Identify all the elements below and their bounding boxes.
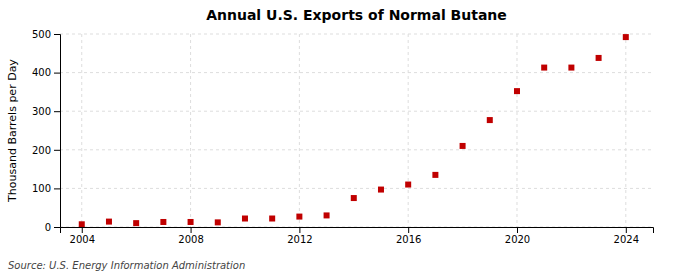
tick: 2024 [614, 227, 639, 245]
grid-line-y [60, 188, 653, 189]
tick-label: 300 [32, 106, 51, 117]
source-note: Source: U.S. Energy Information Administ… [8, 260, 245, 271]
y-axis: 0 100 200 300 400 500 [32, 29, 61, 233]
grid-line-x [516, 34, 517, 227]
point [351, 195, 357, 201]
x-axis: 2004 2008 2012 2016 2020 2024 [61, 227, 654, 245]
point [460, 143, 466, 149]
tick-mark [54, 188, 60, 189]
grid-line-x [625, 34, 626, 227]
tick-label: 400 [32, 67, 51, 78]
tick-label: 2004 [70, 234, 95, 245]
chart: 2004 2008 2012 2016 2020 2024 0 100 200 300 400 500… [0, 0, 675, 275]
tick-label: 500 [32, 29, 51, 40]
point [324, 212, 330, 218]
tick: 100 [32, 183, 60, 194]
grid-line-y [60, 72, 653, 73]
point [242, 216, 248, 222]
tick-mark [54, 227, 60, 228]
tick: 300 [32, 106, 60, 117]
tick: 200 [32, 145, 60, 156]
tick-label: 100 [32, 183, 51, 194]
grid-line-x [299, 34, 300, 227]
title: Annual U.S. Exports of Normal Butane [206, 7, 507, 23]
tick-label: 200 [32, 145, 51, 156]
tick: 2004 [70, 227, 95, 245]
point [487, 117, 493, 123]
grid-line-x [190, 34, 191, 227]
grid-line-y [60, 111, 653, 112]
tick: 2016 [396, 227, 421, 245]
point [541, 65, 547, 71]
tick-label: 2024 [614, 234, 639, 245]
tick-mark [408, 227, 409, 233]
grid-line-y [60, 149, 653, 150]
tick-label: 2008 [178, 234, 203, 245]
tick-mark [82, 227, 83, 233]
grid [60, 34, 653, 227]
grid-line-x [81, 34, 82, 227]
y-axis-title: Thousand Barrels per Day [6, 59, 19, 203]
tick-mark [54, 34, 60, 35]
axis-line [61, 228, 654, 234]
point [405, 182, 411, 188]
point [378, 187, 384, 193]
tick-mark [54, 111, 60, 112]
tick: 2020 [505, 227, 530, 245]
tick-label: 2012 [287, 234, 312, 245]
point [160, 219, 166, 225]
tick: 2008 [178, 227, 203, 245]
point [106, 219, 112, 225]
point [133, 220, 139, 226]
point [79, 221, 85, 227]
tick-mark [626, 227, 627, 233]
point [514, 88, 520, 94]
tick: 0 [45, 222, 60, 233]
tick-label: 2020 [505, 234, 530, 245]
axis-line [54, 35, 61, 228]
tick: 2012 [287, 227, 312, 245]
grid-line-x [408, 34, 409, 227]
grid-line-y [60, 34, 653, 35]
tick: 400 [32, 67, 60, 78]
tick-label: 0 [45, 222, 51, 233]
point [623, 34, 629, 40]
tick-mark [517, 227, 518, 233]
point [568, 65, 574, 71]
tick-label: 2016 [396, 234, 421, 245]
tick-mark [54, 73, 60, 74]
tick-mark [299, 227, 300, 233]
tick: 500 [32, 29, 60, 40]
tick-mark [54, 150, 60, 151]
tick-mark [191, 227, 192, 233]
point [432, 172, 438, 178]
point [596, 55, 602, 61]
point [188, 219, 194, 225]
point [269, 216, 275, 222]
point [296, 214, 302, 220]
plot-area [79, 34, 629, 227]
point [215, 219, 221, 225]
